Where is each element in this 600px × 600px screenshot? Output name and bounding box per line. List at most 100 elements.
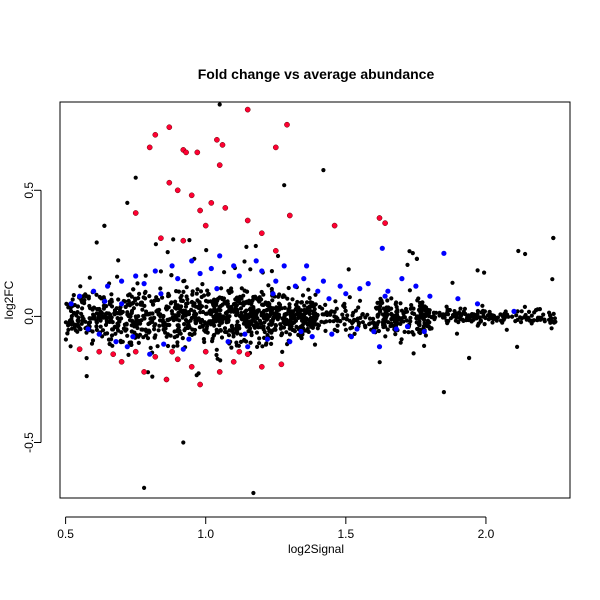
point-black	[244, 244, 249, 249]
point-blue	[161, 341, 167, 347]
point-black	[358, 315, 363, 320]
point-black	[498, 318, 503, 323]
point-black	[444, 318, 449, 323]
point-black	[360, 312, 365, 317]
point-black	[234, 340, 239, 345]
point-black	[77, 326, 82, 331]
point-black	[526, 309, 532, 314]
point-black	[244, 308, 249, 313]
point-blue	[175, 276, 181, 282]
point-black	[109, 337, 114, 342]
point-black	[394, 300, 399, 305]
point-blue	[189, 258, 195, 264]
point-black	[529, 313, 534, 318]
point-red	[166, 179, 173, 186]
point-black	[431, 310, 436, 315]
point-blue	[208, 265, 214, 272]
point-black	[175, 340, 180, 345]
point-blue	[354, 326, 360, 332]
point-black	[417, 322, 422, 327]
point-black	[255, 344, 260, 349]
point-black	[235, 319, 240, 324]
point-red	[272, 247, 279, 254]
point-black	[222, 270, 227, 275]
point-black	[447, 308, 452, 313]
plot-frame	[59, 101, 571, 499]
point-black	[84, 374, 89, 379]
x-axis-label: log2Signal	[288, 542, 344, 556]
point-black	[205, 288, 210, 293]
point-black	[140, 307, 145, 312]
point-black	[165, 343, 171, 349]
point-black	[200, 282, 205, 287]
point-black	[229, 323, 234, 328]
point-blue	[385, 288, 391, 294]
point-black	[551, 235, 556, 241]
point-black	[261, 327, 266, 332]
point-black	[136, 296, 141, 301]
point-black	[185, 297, 190, 302]
point-black	[184, 285, 189, 290]
point-black	[323, 328, 328, 333]
point-black	[182, 322, 187, 327]
point-red	[202, 222, 209, 229]
point-black	[309, 319, 314, 324]
y-axis: -0.5 0.0 0.5	[22, 182, 42, 453]
point-black	[217, 102, 222, 107]
point-black	[189, 315, 194, 321]
point-blue	[320, 278, 326, 284]
point-black	[137, 291, 142, 296]
point-blue	[399, 276, 405, 282]
point-black	[441, 390, 446, 395]
point-black	[374, 321, 379, 326]
point-black	[116, 297, 121, 302]
point-red	[284, 121, 290, 128]
point-black	[141, 335, 146, 340]
point-black	[350, 320, 355, 326]
point-black	[244, 339, 249, 344]
point-black	[244, 323, 249, 329]
point-blue	[133, 273, 139, 279]
point-blue	[393, 326, 399, 332]
point-black	[356, 305, 361, 310]
point-black	[251, 490, 256, 496]
point-black	[157, 323, 162, 328]
point-black	[177, 318, 182, 323]
point-black	[125, 200, 130, 205]
point-black	[334, 306, 339, 311]
point-black	[118, 340, 124, 345]
point-black	[290, 297, 295, 302]
point-black	[407, 288, 412, 293]
point-black	[152, 327, 157, 332]
point-black	[304, 308, 310, 314]
point-black	[130, 301, 135, 306]
point-red	[169, 348, 175, 355]
point-black	[237, 294, 242, 299]
point-black	[215, 296, 221, 301]
point-red	[230, 358, 237, 365]
point-black	[250, 298, 255, 303]
point-blue	[113, 339, 119, 345]
point-black	[137, 332, 143, 337]
point-black	[437, 310, 442, 315]
point-black	[174, 289, 179, 294]
point-blue	[298, 328, 304, 335]
point-red	[244, 217, 251, 224]
point-black	[519, 309, 524, 314]
point-black	[410, 251, 415, 256]
point-black	[518, 320, 524, 325]
point-red	[219, 142, 226, 148]
point-black	[78, 284, 83, 289]
point-black	[241, 321, 246, 326]
point-black	[238, 332, 244, 337]
point-black	[107, 302, 112, 307]
point-black	[145, 336, 151, 341]
point-black	[479, 310, 484, 315]
point-black	[381, 318, 387, 323]
point-black	[94, 311, 99, 316]
point-black	[119, 316, 124, 321]
point-blue	[427, 293, 433, 299]
point-blue	[292, 283, 298, 289]
point-blue	[441, 250, 447, 256]
